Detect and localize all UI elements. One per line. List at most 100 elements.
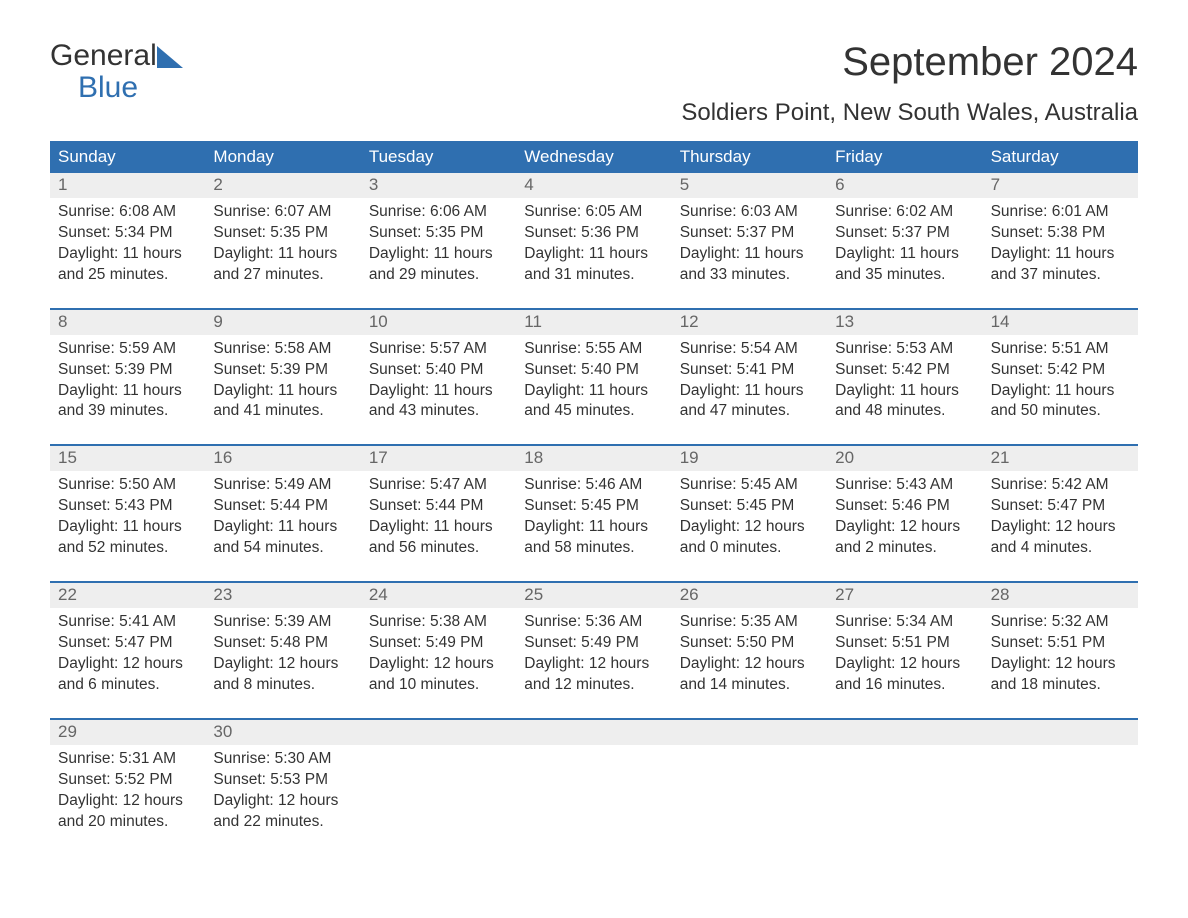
sunset-text: Sunset: 5:37 PM [835,223,974,244]
daylight-text-1: Daylight: 12 hours [835,654,974,675]
daylight-text-2: and 58 minutes. [524,538,663,559]
day-header-monday: Monday [205,141,360,173]
day-number: 2 [205,173,360,198]
sunrise-text: Sunrise: 5:43 AM [835,475,974,496]
daylight-text-1: Daylight: 11 hours [835,244,974,265]
daylight-text-2: and 33 minutes. [680,265,819,286]
sunset-text: Sunset: 5:42 PM [991,360,1130,381]
day-cell: Sunrise: 6:01 AMSunset: 5:38 PMDaylight:… [983,198,1138,286]
daylight-text-2: and 6 minutes. [58,675,197,696]
sunrise-text: Sunrise: 6:07 AM [213,202,352,223]
daylight-text-1: Daylight: 11 hours [58,244,197,265]
day-number: 28 [983,583,1138,608]
daylight-text-1: Daylight: 12 hours [991,654,1130,675]
daylight-text-1: Daylight: 11 hours [213,381,352,402]
sunset-text: Sunset: 5:39 PM [213,360,352,381]
sunrise-text: Sunrise: 6:06 AM [369,202,508,223]
daylight-text-2: and 45 minutes. [524,401,663,422]
day-cell: Sunrise: 5:41 AMSunset: 5:47 PMDaylight:… [50,608,205,696]
day-number: 4 [516,173,671,198]
day-number: 23 [205,583,360,608]
sunset-text: Sunset: 5:51 PM [835,633,974,654]
day-number: 12 [672,310,827,335]
daylight-text-1: Daylight: 12 hours [524,654,663,675]
sunrise-text: Sunrise: 5:42 AM [991,475,1130,496]
day-cell: Sunrise: 5:47 AMSunset: 5:44 PMDaylight:… [361,471,516,559]
sunset-text: Sunset: 5:41 PM [680,360,819,381]
day-cell: Sunrise: 5:34 AMSunset: 5:51 PMDaylight:… [827,608,982,696]
daylight-text-2: and 25 minutes. [58,265,197,286]
sunset-text: Sunset: 5:39 PM [58,360,197,381]
sunrise-text: Sunrise: 5:36 AM [524,612,663,633]
sunset-text: Sunset: 5:51 PM [991,633,1130,654]
sunset-text: Sunset: 5:53 PM [213,770,352,791]
sunrise-text: Sunrise: 5:47 AM [369,475,508,496]
day-number: 17 [361,446,516,471]
day-cell: Sunrise: 6:08 AMSunset: 5:34 PMDaylight:… [50,198,205,286]
day-header-sunday: Sunday [50,141,205,173]
day-cell: Sunrise: 6:07 AMSunset: 5:35 PMDaylight:… [205,198,360,286]
sunset-text: Sunset: 5:43 PM [58,496,197,517]
daylight-text-1: Daylight: 11 hours [524,381,663,402]
daylight-text-2: and 8 minutes. [213,675,352,696]
sunrise-text: Sunrise: 5:41 AM [58,612,197,633]
day-cell: Sunrise: 5:39 AMSunset: 5:48 PMDaylight:… [205,608,360,696]
sunrise-text: Sunrise: 5:38 AM [369,612,508,633]
sunset-text: Sunset: 5:34 PM [58,223,197,244]
day-number: 26 [672,583,827,608]
logo-text: General Blue [50,40,157,103]
daylight-text-2: and 27 minutes. [213,265,352,286]
sunrise-text: Sunrise: 5:31 AM [58,749,197,770]
daylight-text-2: and 2 minutes. [835,538,974,559]
daylight-text-1: Daylight: 12 hours [680,654,819,675]
daynum-row: 2930 [50,720,1138,745]
day-cell [672,745,827,833]
week-row: 2930Sunrise: 5:31 AMSunset: 5:52 PMDayli… [50,718,1138,833]
logo-line1: General [50,39,157,72]
daylight-text-2: and 18 minutes. [991,675,1130,696]
daylight-text-2: and 10 minutes. [369,675,508,696]
sunset-text: Sunset: 5:42 PM [835,360,974,381]
sunset-text: Sunset: 5:40 PM [524,360,663,381]
sunrise-text: Sunrise: 6:05 AM [524,202,663,223]
weeks-container: 1234567Sunrise: 6:08 AMSunset: 5:34 PMDa… [50,173,1138,832]
day-cell: Sunrise: 5:31 AMSunset: 5:52 PMDaylight:… [50,745,205,833]
day-cell: Sunrise: 5:57 AMSunset: 5:40 PMDaylight:… [361,335,516,423]
day-number: 24 [361,583,516,608]
daynum-row: 1234567 [50,173,1138,198]
day-cell [827,745,982,833]
day-cell: Sunrise: 5:51 AMSunset: 5:42 PMDaylight:… [983,335,1138,423]
daylight-text-1: Daylight: 12 hours [835,517,974,538]
sunset-text: Sunset: 5:47 PM [991,496,1130,517]
sunset-text: Sunset: 5:48 PM [213,633,352,654]
daylight-text-2: and 54 minutes. [213,538,352,559]
logo: General Blue [50,40,183,103]
day-number: 22 [50,583,205,608]
day-cell: Sunrise: 5:55 AMSunset: 5:40 PMDaylight:… [516,335,671,423]
day-cell: Sunrise: 5:36 AMSunset: 5:49 PMDaylight:… [516,608,671,696]
daylight-text-2: and 48 minutes. [835,401,974,422]
sunset-text: Sunset: 5:38 PM [991,223,1130,244]
sunrise-text: Sunrise: 5:50 AM [58,475,197,496]
day-number: 30 [205,720,360,745]
daynum-row: 891011121314 [50,310,1138,335]
day-number: 13 [827,310,982,335]
day-number: 11 [516,310,671,335]
sunrise-text: Sunrise: 5:53 AM [835,339,974,360]
week-row: 891011121314Sunrise: 5:59 AMSunset: 5:39… [50,308,1138,423]
sunrise-text: Sunrise: 5:57 AM [369,339,508,360]
sunrise-text: Sunrise: 6:01 AM [991,202,1130,223]
day-number: 15 [50,446,205,471]
sunrise-text: Sunrise: 5:58 AM [213,339,352,360]
daylight-text-1: Daylight: 11 hours [369,517,508,538]
daylight-text-2: and 29 minutes. [369,265,508,286]
day-number: 18 [516,446,671,471]
location-text: Soldiers Point, New South Wales, Austral… [681,99,1138,127]
day-cell [983,745,1138,833]
sunrise-text: Sunrise: 5:55 AM [524,339,663,360]
day-number [827,720,982,745]
sunset-text: Sunset: 5:44 PM [213,496,352,517]
daylight-text-2: and 43 minutes. [369,401,508,422]
daylight-text-1: Daylight: 11 hours [213,517,352,538]
day-cell: Sunrise: 5:59 AMSunset: 5:39 PMDaylight:… [50,335,205,423]
